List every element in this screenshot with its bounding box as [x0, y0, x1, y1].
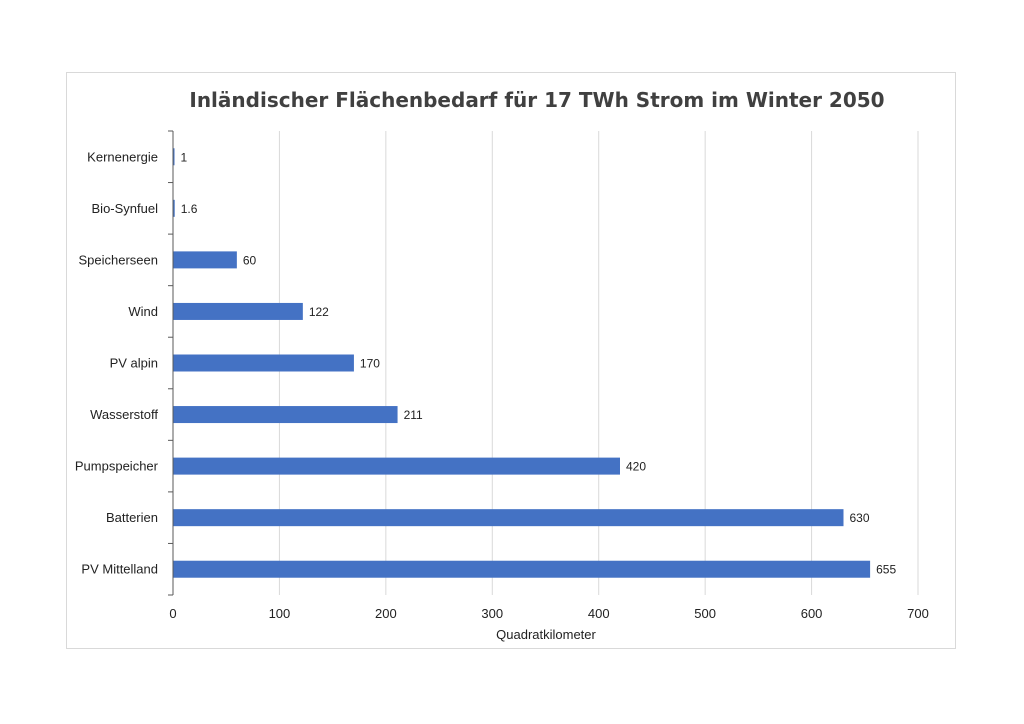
- bar: [173, 406, 398, 424]
- data-label: 170: [360, 357, 380, 371]
- x-tick-label: 600: [801, 606, 823, 621]
- data-label: 420: [626, 460, 646, 474]
- x-axis-title: Quadratkilometer: [496, 627, 596, 642]
- category-label: Pumpspeicher: [75, 459, 159, 474]
- axes: [168, 130, 174, 596]
- category-label: PV alpin: [110, 356, 158, 371]
- bar: [173, 354, 354, 372]
- data-label: 630: [850, 511, 870, 525]
- x-tick-label: 700: [907, 606, 929, 621]
- category-label: Bio-Synfuel: [92, 201, 159, 216]
- bar: [173, 560, 871, 578]
- bar: [173, 457, 620, 475]
- bar: [173, 509, 844, 527]
- data-label: 1.6: [181, 202, 198, 216]
- x-tick-label: 400: [588, 606, 610, 621]
- data-label: 60: [243, 253, 257, 267]
- x-tick-label: 500: [694, 606, 716, 621]
- data-label: 1: [181, 150, 188, 164]
- category-label: Batterien: [106, 510, 158, 525]
- category-label: Speicherseen: [79, 252, 159, 267]
- category-label: PV Mittelland: [81, 562, 158, 577]
- x-tick-label: 0: [169, 606, 176, 621]
- x-tick-label: 300: [481, 606, 503, 621]
- data-label: 211: [404, 408, 423, 422]
- category-label: Wind: [128, 304, 158, 319]
- bar: [173, 199, 175, 217]
- category-label: Kernenergie: [87, 149, 158, 164]
- x-tick-label: 200: [375, 606, 397, 621]
- category-label: Wasserstoff: [90, 407, 158, 422]
- bars: [173, 148, 871, 578]
- x-tick-label: 100: [269, 606, 291, 621]
- chart-frame: Inländischer Flächenbedarf für 17 TWh St…: [66, 72, 956, 649]
- labels: 0 100 200 300 400 500 600 700 Kernenergie 1 Bio-Sy…: [75, 149, 929, 621]
- bar-chart: Inländischer Flächenbedarf für 17 TWh St…: [75, 88, 929, 642]
- chart-title: Inländischer Flächenbedarf für 17 TWh St…: [189, 88, 884, 112]
- data-label: 122: [309, 305, 329, 319]
- bar: [173, 251, 237, 269]
- data-label: 655: [876, 563, 896, 577]
- bar: [173, 302, 303, 320]
- bar: [173, 148, 175, 166]
- grid-lines: [278, 131, 919, 595]
